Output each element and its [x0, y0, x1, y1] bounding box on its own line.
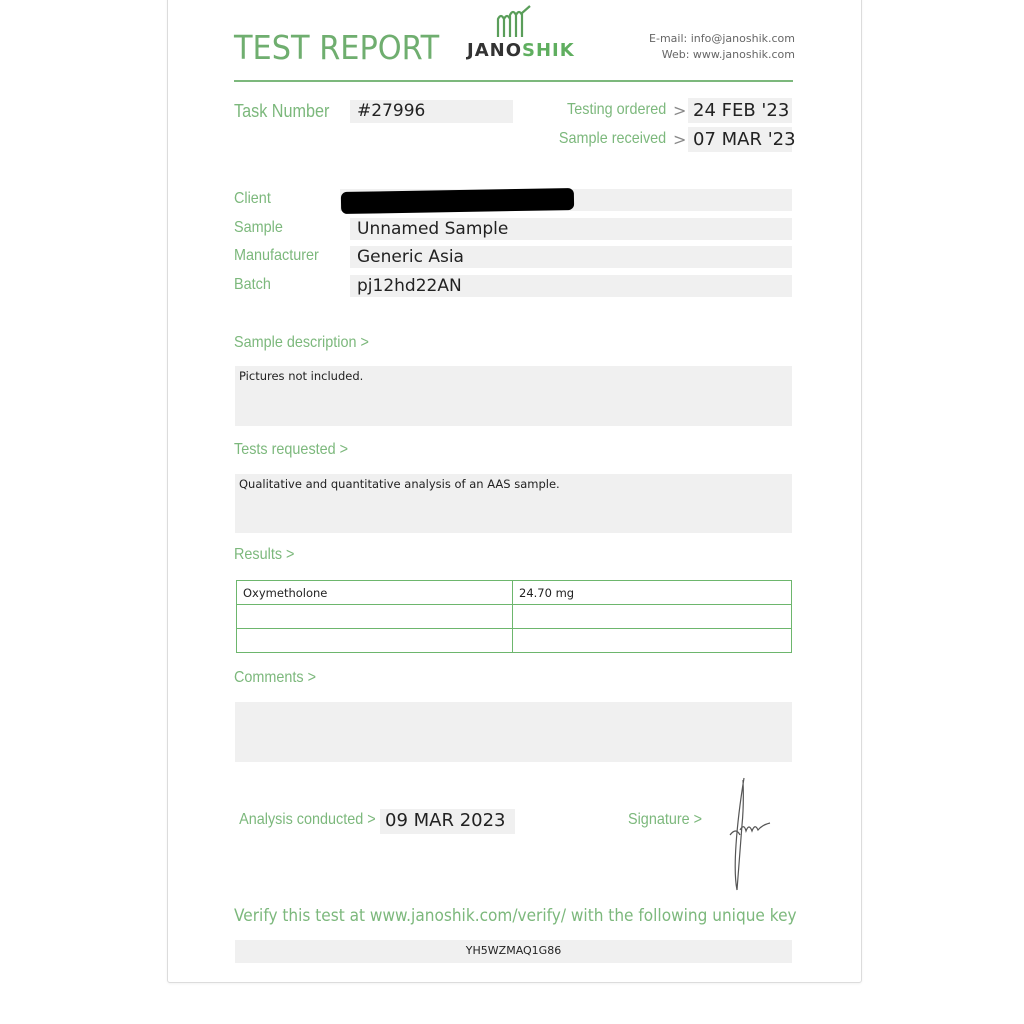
comments-box [235, 702, 792, 762]
task-number-value: #27996 [357, 101, 426, 121]
sample-received-field [688, 127, 792, 152]
table-row: Oxymetholone 24.70 mg [236, 580, 792, 605]
verify-instructions: Verify this test at www.janoshik.com/ver… [234, 906, 797, 925]
tests-requested-box [235, 474, 792, 533]
result-compound [236, 628, 513, 653]
header-divider [234, 80, 793, 82]
analysis-date-value: 09 MAR 2023 [385, 810, 506, 831]
unique-key-value[interactable]: YH5WZMAQ1G86 [465, 944, 562, 957]
tests-requested-label: Tests requested > [234, 441, 349, 458]
sample-received-value: 07 MAR '23 [693, 129, 796, 150]
contact-email[interactable]: E-mail: info@janoshik.com [649, 32, 795, 45]
comments-label: Comments > [234, 669, 317, 686]
result-compound [236, 604, 513, 629]
signature-image [729, 777, 771, 891]
table-row [236, 604, 792, 629]
manufacturer-label: Manufacturer [234, 247, 319, 264]
contact-web[interactable]: Web: www.janoshik.com [661, 48, 795, 61]
sample-description-text: Pictures not included. [239, 369, 364, 383]
logo-text-dark: JANO [467, 40, 522, 61]
sample-field [350, 218, 792, 240]
logo-chart-icon [496, 5, 531, 37]
unique-key-field [235, 940, 792, 963]
sample-value: Unnamed Sample [357, 219, 509, 239]
logo-text-green: SHIK [522, 40, 575, 61]
analysis-date-field [380, 809, 515, 834]
result-compound: Oxymetholone [236, 580, 513, 605]
testing-ordered-field [688, 98, 792, 123]
sample-received-label: Sample received [558, 130, 666, 147]
batch-value: pj12hd22AN [357, 276, 462, 296]
result-amount [512, 628, 792, 653]
task-number-label: Task Number [234, 101, 330, 121]
manufacturer-value: Generic Asia [357, 247, 464, 267]
results-label: Results > [234, 546, 295, 563]
arrow-icon: > [673, 101, 687, 120]
client-redaction [340, 187, 575, 215]
report-title: TEST REPORT [234, 28, 440, 67]
tests-requested-text: Qualitative and quantitative analysis of… [239, 477, 560, 491]
sample-description-box [235, 366, 792, 426]
result-amount [512, 604, 792, 629]
results-table: Oxymetholone 24.70 mg [236, 580, 792, 653]
arrow-icon: > [673, 130, 687, 149]
task-number-field [350, 100, 513, 123]
table-row [236, 628, 792, 653]
sample-description-label: Sample description > [234, 334, 369, 351]
result-amount: 24.70 mg [512, 580, 792, 605]
batch-label: Batch [234, 276, 271, 293]
sample-label: Sample [234, 219, 283, 236]
testing-ordered-label: Testing ordered [566, 101, 666, 118]
manufacturer-field [350, 246, 792, 268]
testing-ordered-value: 24 FEB '23 [693, 100, 790, 121]
analysis-conducted-label: Analysis conducted > [239, 811, 376, 828]
client-label: Client [234, 190, 271, 207]
signature-label: Signature > [628, 811, 703, 828]
batch-field [350, 275, 792, 297]
